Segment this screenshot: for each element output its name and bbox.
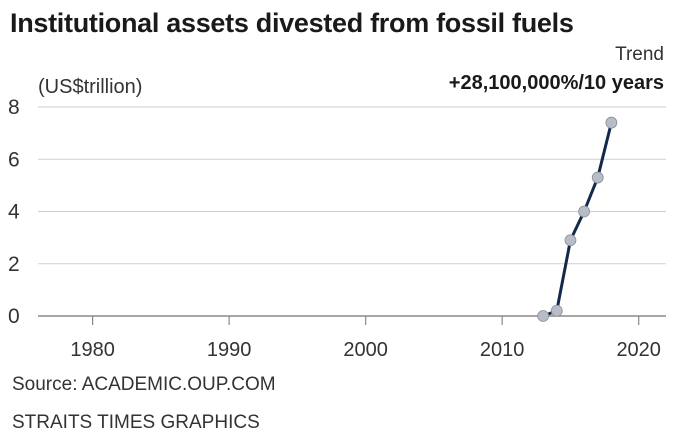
x-tick-label: 2020 [616,339,661,361]
x-tick-label: 1990 [207,339,252,361]
trend-value: +28,100,000%/10 years [448,72,664,94]
data-point [605,116,618,129]
data-point [564,234,577,247]
grid-lines [38,106,666,317]
data-point [578,205,590,218]
source-note: Source: ACADEMIC.OUP.COM [12,374,276,395]
x-axis-ticks: 1980 1990 2000 2010 2020 [70,316,661,361]
y-tick-label: 6 [8,148,20,171]
trend-label: Trend [615,44,664,65]
x-tick-label: 1980 [70,339,115,361]
y-tick-label: 8 [8,96,20,119]
data-point [537,310,550,322]
y-tick-label: 4 [8,201,20,224]
credit-note: STRAITS TIMES GRAPHICS [12,412,260,433]
data-point [550,304,563,317]
chart-title: Institutional assets divested from fossi… [10,8,574,38]
series-line [541,121,613,318]
x-tick-label: 2000 [343,339,388,361]
x-tick-label: 2010 [480,339,525,361]
y-tick-label: 0 [8,305,20,328]
data-point [591,171,604,184]
y-axis-ticks: 0 2 4 6 8 [8,96,20,328]
series-layer [537,116,618,322]
y-tick-label: 2 [8,253,20,276]
y-axis-unit-label: (US$trillion) [38,76,143,98]
